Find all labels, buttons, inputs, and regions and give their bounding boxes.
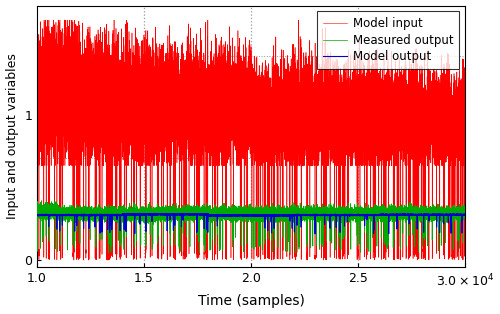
Legend: Model input, Measured output, Model output: Model input, Measured output, Model outp… xyxy=(318,11,460,69)
Model output xyxy=(309,213,315,217)
Line: Model output: Model output xyxy=(37,213,466,234)
Model input xyxy=(462,54,468,58)
Model output xyxy=(236,213,242,217)
Model input xyxy=(34,18,40,22)
Model input xyxy=(309,86,315,90)
Measured output xyxy=(293,212,299,216)
Model output xyxy=(140,213,146,216)
Measured output xyxy=(434,207,440,211)
Model output xyxy=(462,213,468,217)
X-axis label: Time (samples): Time (samples) xyxy=(198,295,304,308)
Model output xyxy=(434,212,440,216)
Model input xyxy=(236,97,242,101)
Model input xyxy=(340,100,346,104)
Measured output xyxy=(196,251,202,255)
Model input xyxy=(34,98,40,101)
Line: Model input: Model input xyxy=(37,20,466,260)
Model input xyxy=(304,258,310,262)
Model input xyxy=(434,154,440,158)
Y-axis label: Input and output variables: Input and output variables xyxy=(6,54,18,219)
Measured output xyxy=(38,199,44,203)
Measured output xyxy=(34,208,40,212)
Measured output xyxy=(236,215,242,219)
Model input xyxy=(140,78,146,82)
Measured output xyxy=(140,207,146,211)
Model output xyxy=(34,213,40,217)
Model output xyxy=(125,211,131,215)
Measured output xyxy=(462,209,468,213)
Line: Measured output: Measured output xyxy=(37,201,466,253)
Measured output xyxy=(340,204,346,208)
Model output xyxy=(340,213,346,217)
Model output xyxy=(293,213,299,217)
Measured output xyxy=(309,210,315,214)
Model output xyxy=(312,232,318,236)
Model input xyxy=(293,128,299,132)
